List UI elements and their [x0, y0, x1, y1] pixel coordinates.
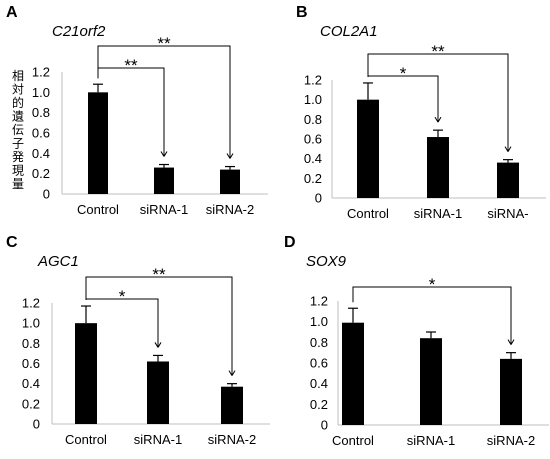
y-tick-label: 0	[43, 187, 50, 202]
bar	[427, 137, 449, 198]
bracket-arrow-left	[154, 342, 159, 348]
panel-letter-a: A	[6, 4, 18, 21]
bar	[342, 322, 364, 425]
y-tick-label: 0.2	[32, 166, 50, 181]
significance-bracket	[85, 276, 233, 376]
y-tick-label: 1.0	[32, 85, 50, 100]
y-tick-label: 1.2	[310, 294, 328, 309]
x-tick-label: Control	[347, 206, 389, 221]
significance-label: **	[431, 42, 445, 61]
y-tick-label: 1.0	[304, 92, 322, 107]
bar	[75, 323, 97, 424]
panel-letter-d: D	[284, 234, 296, 251]
y-tick-label: 0.8	[22, 336, 40, 351]
y-tick-label: 0	[315, 191, 322, 206]
panel-b: B COL2A1 1.2 1.0 0.8 0.6 0.4 0.2 0 Control siRNA…	[296, 4, 546, 221]
bracket-arrow-left	[160, 151, 165, 157]
significance-label: **	[124, 56, 138, 75]
bar	[154, 167, 174, 194]
significance-bracket	[352, 286, 512, 345]
y-tick-label: 0.6	[32, 126, 50, 141]
bracket-arrow-right	[229, 153, 234, 159]
y-tick-label: 0.4	[310, 376, 328, 391]
bar	[357, 99, 379, 198]
bracket-arrow-left	[434, 116, 439, 123]
panel-letter-c: C	[6, 234, 18, 251]
panel-title-d: SOX9	[306, 253, 347, 270]
bracket-arrow-left	[507, 339, 512, 345]
bracket-arrow-right	[437, 116, 442, 123]
bracket-arrow-left	[504, 146, 509, 152]
bracket-arrow-left	[226, 153, 231, 159]
x-tick-label: siRNA-2	[206, 202, 254, 217]
significance-label: *	[429, 275, 436, 294]
y-tick-label: 0.2	[310, 397, 328, 412]
bracket-arrow-right	[157, 342, 162, 348]
bracket-arrow-right	[231, 370, 236, 376]
bar	[88, 92, 108, 194]
panel-c: C AGC1 1.2 1.0 0.8 0.6 0.4 0.2 0 Control siRNA-1…	[6, 234, 270, 447]
significance-bracket	[367, 53, 509, 152]
y-tick-label: 0.6	[310, 356, 328, 371]
x-tick-label: siRNA-1	[414, 206, 462, 221]
x-tick-label: siRNA-1	[134, 432, 182, 447]
y-tick-label: 0.4	[32, 146, 50, 161]
y-tick-label: 0	[33, 417, 40, 432]
y-tick-label: 1.0	[310, 314, 328, 329]
significance-label: *	[119, 287, 126, 306]
y-tick-label: 0	[321, 418, 328, 433]
y-tick-label: 1.2	[304, 73, 322, 88]
y-tick-label: 0.8	[310, 335, 328, 350]
x-tick-label: siRNA-	[487, 206, 528, 221]
significance-label: **	[157, 34, 171, 53]
significance-label: *	[400, 64, 407, 83]
y-tick-label: 0.2	[304, 171, 322, 186]
y-tick-label: 0.6	[22, 356, 40, 371]
bar	[420, 338, 442, 425]
y-tick-label: 1.0	[22, 316, 40, 331]
y-tick-label: 0.8	[32, 105, 50, 120]
y-tick-label: 0.4	[22, 376, 40, 391]
x-tick-label: Control	[77, 202, 119, 217]
bar	[500, 358, 522, 425]
panel-title-c: AGC1	[37, 253, 79, 270]
panel-letter-b: B	[296, 4, 308, 21]
y-tick-label: 1.2	[32, 65, 50, 80]
x-tick-label: siRNA-2	[487, 433, 535, 448]
bracket-arrow-right	[507, 146, 512, 152]
panel-a: A C21orf2 相対的遺伝子発現量 1.2 1.0 0.8 0.6 0.4 0.2 0 C…	[6, 4, 268, 217]
panel-title-a: C21orf2	[52, 23, 106, 40]
x-tick-label: siRNA-1	[407, 433, 455, 448]
bracket-arrow-right	[510, 339, 515, 345]
x-tick-label: siRNA-1	[140, 202, 188, 217]
panel-title-b: COL2A1	[320, 23, 378, 40]
y-tick-label: 0.4	[304, 151, 322, 166]
y-tick-label: 0.2	[22, 396, 40, 411]
x-tick-label: Control	[65, 432, 107, 447]
y-axis-label: 相対的遺伝子発現量	[12, 69, 24, 191]
y-tick-label: 0.8	[304, 112, 322, 127]
bracket-arrow-right	[163, 151, 168, 157]
bracket-arrow-left	[228, 370, 233, 376]
y-tick-label: 0.6	[304, 132, 322, 147]
bar	[147, 361, 169, 424]
significance-label: **	[152, 265, 166, 284]
y-tick-label: 1.2	[22, 296, 40, 311]
bar	[221, 386, 243, 424]
x-tick-label: siRNA-2	[208, 432, 256, 447]
panel-d: D SOX9 1.2 1.0 0.8 0.6 0.4 0.2 0 Control siRNA-1…	[284, 234, 549, 448]
bar	[497, 162, 519, 198]
significance-bracket	[97, 45, 231, 159]
x-tick-label: Control	[332, 433, 374, 448]
bar	[220, 169, 240, 194]
